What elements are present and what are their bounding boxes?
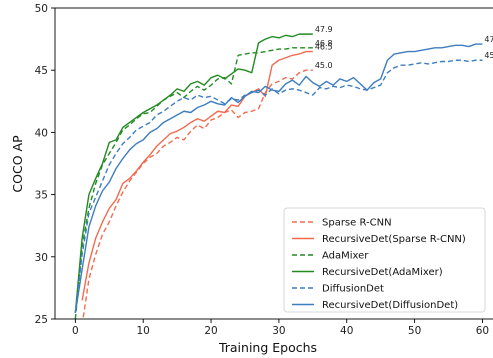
legend-box: [283, 207, 486, 313]
y-tick-label-1: 25: [35, 314, 48, 326]
end-value-label-3: 46.8: [315, 39, 333, 48]
x-tick-label-3: 20: [204, 325, 217, 337]
series-line-3: [74, 47, 313, 319]
y-axis-title: COCO AP: [10, 135, 25, 193]
y-tick-label-5: 45: [35, 65, 48, 77]
y-tick-label-2: 30: [35, 252, 48, 264]
series-line-5: [74, 59, 483, 313]
series-line-4: [74, 33, 313, 313]
end-value-label-6: 47.1: [484, 35, 493, 44]
x-tick-label-6: 50: [408, 325, 421, 337]
x-tick-label-1: 0: [72, 325, 79, 337]
series-layer: [74, 33, 483, 319]
end-value-label-1: 45.0: [315, 61, 333, 70]
legend: Sparse R-CNN RecursiveDet(Sparse R-CNN) Ad…: [283, 207, 486, 313]
axes-layer: [54, 7, 493, 320]
tick-layer: 0 10 20 30 40 50 60 25 30 35 40 45 50: [35, 3, 489, 337]
x-tick-label-7: 60: [476, 325, 489, 337]
x-tick-label-5: 40: [340, 325, 353, 337]
y-tick-label-4: 40: [35, 127, 48, 139]
x-tick-label-4: 30: [272, 325, 285, 337]
series-line-6: [74, 43, 483, 313]
end-value-label-4: 47.9: [315, 25, 333, 34]
legend-label-6: RecursiveDet(DiffusionDet): [322, 300, 458, 311]
series-line-2: [81, 50, 313, 301]
y-tick-label-3: 35: [35, 190, 48, 202]
y-tick-label-6: 50: [35, 3, 48, 15]
end-value-label-5: 45.8: [484, 51, 493, 60]
x-tick-label-2: 10: [137, 325, 150, 337]
end-label-layer: 45.0 46.546.8 47.9 45.8 47.1: [315, 25, 493, 70]
legend-label-1: Sparse R-CNN: [322, 218, 392, 229]
plot-frame: [54, 7, 493, 320]
legend-label-4: RecursiveDet(AdaMixer): [322, 267, 443, 278]
legend-label-3: AdaMixer: [322, 251, 369, 262]
x-axis-title: Training Epochs: [218, 340, 317, 355]
legend-label-2: RecursiveDet(Sparse R-CNN): [322, 234, 466, 245]
end-value-label-2: 46.5: [315, 43, 333, 52]
legend-label-5: DiffusionDet: [322, 284, 384, 295]
